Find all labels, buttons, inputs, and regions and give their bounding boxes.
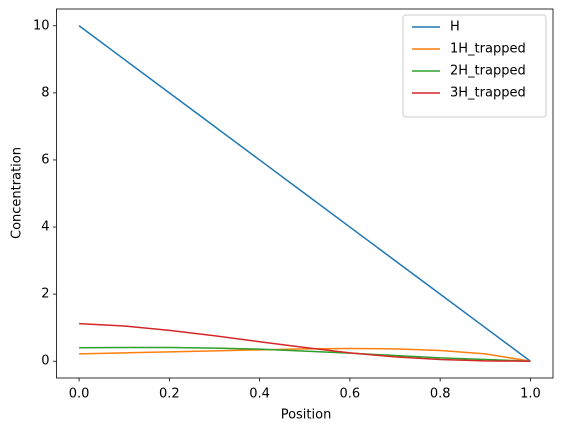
- x-tick-label: 0.2: [159, 387, 180, 402]
- y-tick-label: 2: [41, 287, 49, 302]
- x-tick-label: 0.0: [69, 387, 90, 402]
- legend-label: 3H_trapped: [450, 86, 526, 101]
- y-tick-label: 0: [41, 354, 49, 369]
- data-line: [79, 346, 531, 362]
- y-axis-label: Concentration: [10, 147, 25, 239]
- x-axis-label: Position: [281, 408, 332, 423]
- legend-label: 1H_trapped: [450, 42, 526, 57]
- data-line: [79, 347, 531, 362]
- y-tick-label: 4: [41, 220, 49, 235]
- x-tick-label: 0.8: [430, 387, 451, 402]
- y-tick-label: 10: [33, 18, 50, 33]
- legend-label: H: [450, 20, 460, 35]
- x-tick-label: 0.6: [340, 387, 361, 402]
- data-line: [79, 322, 531, 362]
- axes-frame: [56, 8, 554, 379]
- x-tick-label: 0.4: [249, 387, 270, 402]
- y-tick-label: 8: [41, 85, 49, 100]
- y-tick-label: 6: [41, 152, 49, 167]
- legend-box: [402, 14, 547, 118]
- legend-label: 2H_trapped: [450, 64, 526, 79]
- data-line: [78, 25, 531, 362]
- x-tick-label: 1.0: [520, 387, 541, 402]
